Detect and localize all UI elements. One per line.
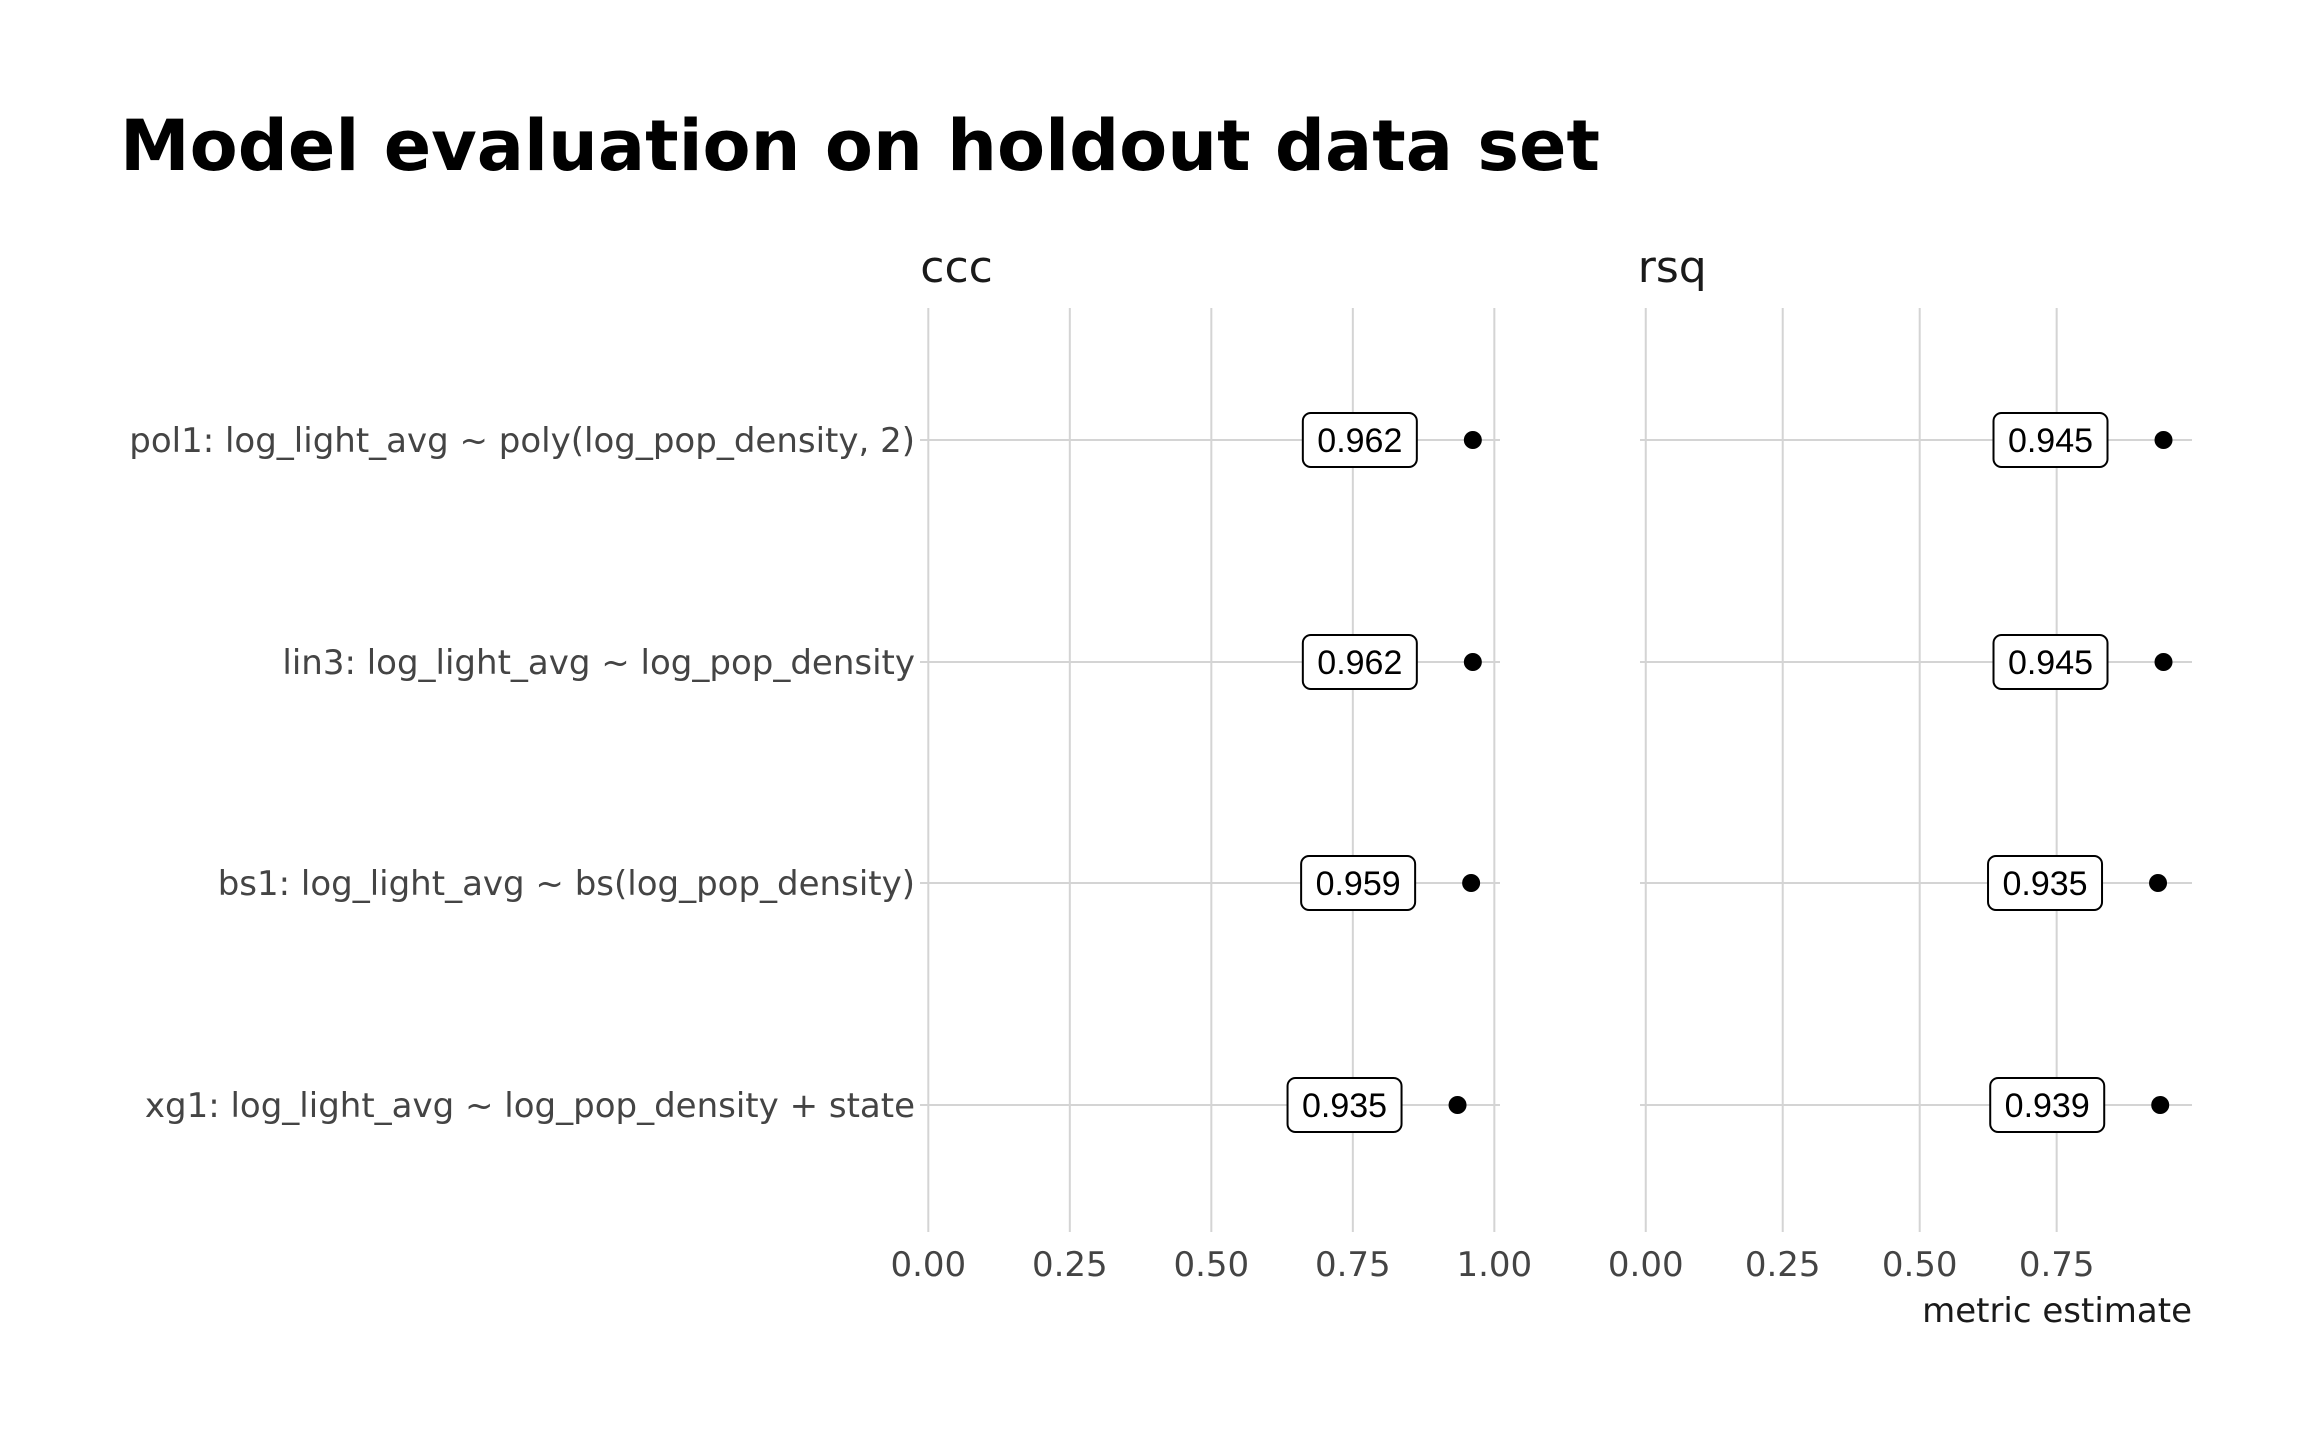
y-tick-label: pol1: log_light_avg ~ poly(log_pop_densi… bbox=[129, 421, 915, 461]
x-tick-label: 0.25 bbox=[1745, 1245, 1821, 1285]
data-point bbox=[1448, 1096, 1467, 1114]
facets: pol1: log_light_avg ~ poly(log_pop_densi… bbox=[129, 242, 2192, 1285]
data-label-text: 0.962 bbox=[1317, 644, 1402, 682]
x-tick-label: 0.50 bbox=[1173, 1245, 1249, 1285]
data-label: 0.935 bbox=[1987, 855, 2104, 911]
data-label: 0.935 bbox=[1286, 1077, 1403, 1133]
data-label-text: 0.935 bbox=[1302, 1087, 1387, 1125]
data-label: 0.945 bbox=[1992, 634, 2109, 690]
data-label-box bbox=[1300, 855, 1417, 911]
facet-strip-title: rsq bbox=[1638, 242, 1707, 293]
data-label-text: 0.959 bbox=[1316, 865, 1401, 903]
data-point bbox=[1463, 431, 1482, 449]
data-label-box bbox=[1992, 412, 2109, 468]
x-tick-label: 0.25 bbox=[1032, 1245, 1108, 1285]
data-label-text: 0.962 bbox=[1317, 422, 1402, 460]
x-tick-label: 1.00 bbox=[1456, 1245, 1532, 1285]
data-label-box bbox=[1987, 855, 2104, 911]
facet-panel-ccc: ccc 0.00 0.25 0.50 0.75 1.00 0.962 0.962 0.959 0.… bbox=[890, 242, 1532, 1285]
y-tick-label: xg1: log_light_avg ~ log_pop_density + s… bbox=[145, 1086, 915, 1126]
data-label-text: 0.939 bbox=[2005, 1087, 2090, 1125]
data-label-box bbox=[1301, 634, 1418, 690]
data-label-text: 0.945 bbox=[2008, 644, 2093, 682]
data-label: 0.962 bbox=[1301, 412, 1418, 468]
data-point bbox=[2151, 1096, 2170, 1114]
y-tick-label: lin3: log_light_avg ~ log_pop_density bbox=[282, 643, 915, 683]
data-point bbox=[2149, 874, 2168, 892]
data-label: 0.945 bbox=[1992, 412, 2109, 468]
x-tick-label: 0.75 bbox=[1315, 1245, 1391, 1285]
x-tick-label: 0.75 bbox=[2019, 1245, 2095, 1285]
data-point bbox=[1463, 653, 1482, 671]
data-label-box bbox=[1301, 412, 1418, 468]
y-tick-label: bs1: log_light_avg ~ bs(log_pop_density) bbox=[218, 864, 915, 904]
data-label-box bbox=[1992, 634, 2109, 690]
facet-panel-rsq: rsq 0.00 0.25 0.50 0.75 0.945 0.945 0.935 0.939 bbox=[1608, 242, 2192, 1285]
facet-strip-title: ccc bbox=[920, 242, 993, 293]
x-tick-label: 0.00 bbox=[1608, 1245, 1684, 1285]
data-label: 0.959 bbox=[1300, 855, 1417, 911]
data-label-text: 0.935 bbox=[2002, 865, 2087, 903]
data-label: 0.962 bbox=[1301, 634, 1418, 690]
chart-title: Model evaluation on holdout data set bbox=[120, 105, 1600, 187]
data-point bbox=[1462, 874, 1481, 892]
x-axis-title: metric estimate bbox=[1922, 1291, 2192, 1331]
data-label-box bbox=[1286, 1077, 1403, 1133]
data-label-box bbox=[1989, 1077, 2106, 1133]
data-label: 0.939 bbox=[1989, 1077, 2106, 1133]
data-label-text: 0.945 bbox=[2008, 422, 2093, 460]
data-point bbox=[2154, 653, 2173, 671]
x-tick-label: 0.50 bbox=[1882, 1245, 1958, 1285]
x-tick-label: 0.00 bbox=[890, 1245, 966, 1285]
data-point bbox=[2154, 431, 2173, 449]
